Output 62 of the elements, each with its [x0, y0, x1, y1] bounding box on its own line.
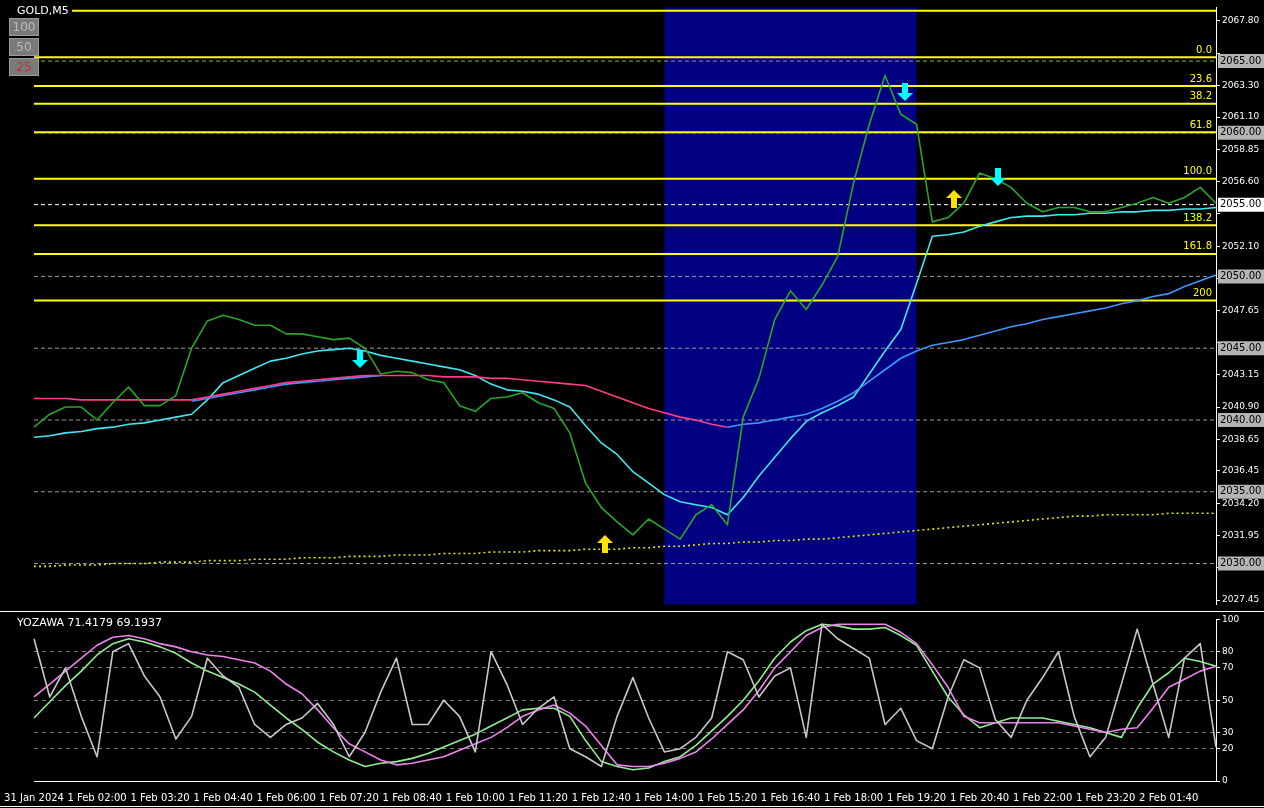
annotation: 23.6: [1189, 72, 1212, 84]
x-tick-label: 1 Feb 22:00: [1013, 791, 1073, 803]
annotation: 0.0: [1196, 43, 1212, 55]
y-tick-label: 2063.30: [1222, 79, 1260, 90]
y-tick-label: 30: [1222, 726, 1234, 737]
chart-title: GOLD,M5: [14, 4, 72, 17]
y-tick-label: 100: [1222, 613, 1240, 624]
x-tick-label: 1 Feb 11:20: [508, 791, 568, 803]
x-tick-label: 1 Feb 14:00: [634, 791, 695, 803]
ref-line-label: 2055.00: [1220, 198, 1262, 210]
annotation: 100.0: [1183, 165, 1212, 177]
text: 50: [9, 38, 39, 56]
ref-line-label: 2045.00: [1220, 341, 1262, 353]
x-tick-label: 2 Feb 01:40: [1139, 791, 1199, 803]
y-tick-label: 70: [1222, 662, 1234, 673]
x-tick-label: 1 Feb 07:20: [319, 791, 379, 803]
y-tick-label: 2052.10: [1222, 240, 1260, 251]
y-tick-label: 2056.60: [1222, 176, 1260, 187]
line-series: [33, 512, 1217, 568]
x-tick-label: 1 Feb 02:00: [67, 791, 127, 803]
annotation: 200: [1192, 286, 1212, 298]
x-tick-label: 1 Feb 18:00: [823, 791, 884, 803]
y-tick-label: 2036.45: [1222, 465, 1260, 476]
annotation: 138.2: [1183, 211, 1212, 223]
x-tick-label: 1 Feb 04:40: [193, 791, 253, 803]
x-tick-label: 1 Feb 08:40: [382, 791, 442, 803]
y-tick-label: 80: [1222, 646, 1234, 657]
y-tick-label: 2027.45: [1222, 594, 1260, 605]
y-tick-label: 2038.65: [1222, 433, 1260, 444]
ref-line-label: 2035.00: [1220, 485, 1262, 497]
ref-line-label: 2060.00: [1220, 126, 1262, 138]
annotation: 61.8: [1189, 118, 1212, 130]
chart-title: YOZAWA 71.4179 69.1937: [14, 616, 166, 629]
y-tick-label: 2040.90: [1222, 401, 1260, 412]
y-tick-label: 2034.20: [1222, 497, 1260, 508]
x-tick-label: 1 Feb 16:40: [760, 791, 821, 803]
x-tick-label: 1 Feb 19:20: [886, 791, 947, 803]
x-tick-label: 1 Feb 20:40: [949, 791, 1010, 803]
ref-line-label: 2040.00: [1220, 413, 1262, 425]
x-tick-label: 1 Feb 03:20: [130, 791, 190, 803]
y-tick-label: 20: [1222, 743, 1234, 754]
annotation: 100: [9, 18, 39, 36]
x-tick-label: 1 Feb 23:20: [1076, 791, 1136, 803]
annotation: 161.8: [1183, 240, 1212, 252]
text: 25: [9, 58, 39, 76]
y-tick-label: 0: [1222, 775, 1228, 786]
x-tick-label: 1 Feb 12:40: [571, 791, 631, 803]
y-tick-label: 2067.80: [1222, 15, 1260, 26]
x-tick-label: 1 Feb 10:00: [445, 791, 505, 803]
y-tick-label: 2047.65: [1222, 304, 1260, 315]
x-tick-label: 1 Feb 15:20: [697, 791, 758, 803]
y-tick-label: 2058.85: [1222, 143, 1260, 154]
y-tick-label: 50: [1222, 694, 1234, 705]
ref-line-label: 2050.00: [1220, 270, 1262, 282]
x-tick-label: 1 Feb 06:00: [256, 791, 316, 803]
y-tick-label: 2043.15: [1222, 369, 1260, 380]
y-tick-label: 2061.10: [1222, 111, 1260, 122]
x-tick-label: 31 Jan 2024: [4, 791, 64, 803]
ref-line-label: 2065.00: [1220, 54, 1262, 66]
annotation: 38.2: [1189, 90, 1212, 102]
y-tick-label: 2031.95: [1222, 529, 1260, 540]
ref-line-label: 2030.00: [1220, 557, 1262, 569]
